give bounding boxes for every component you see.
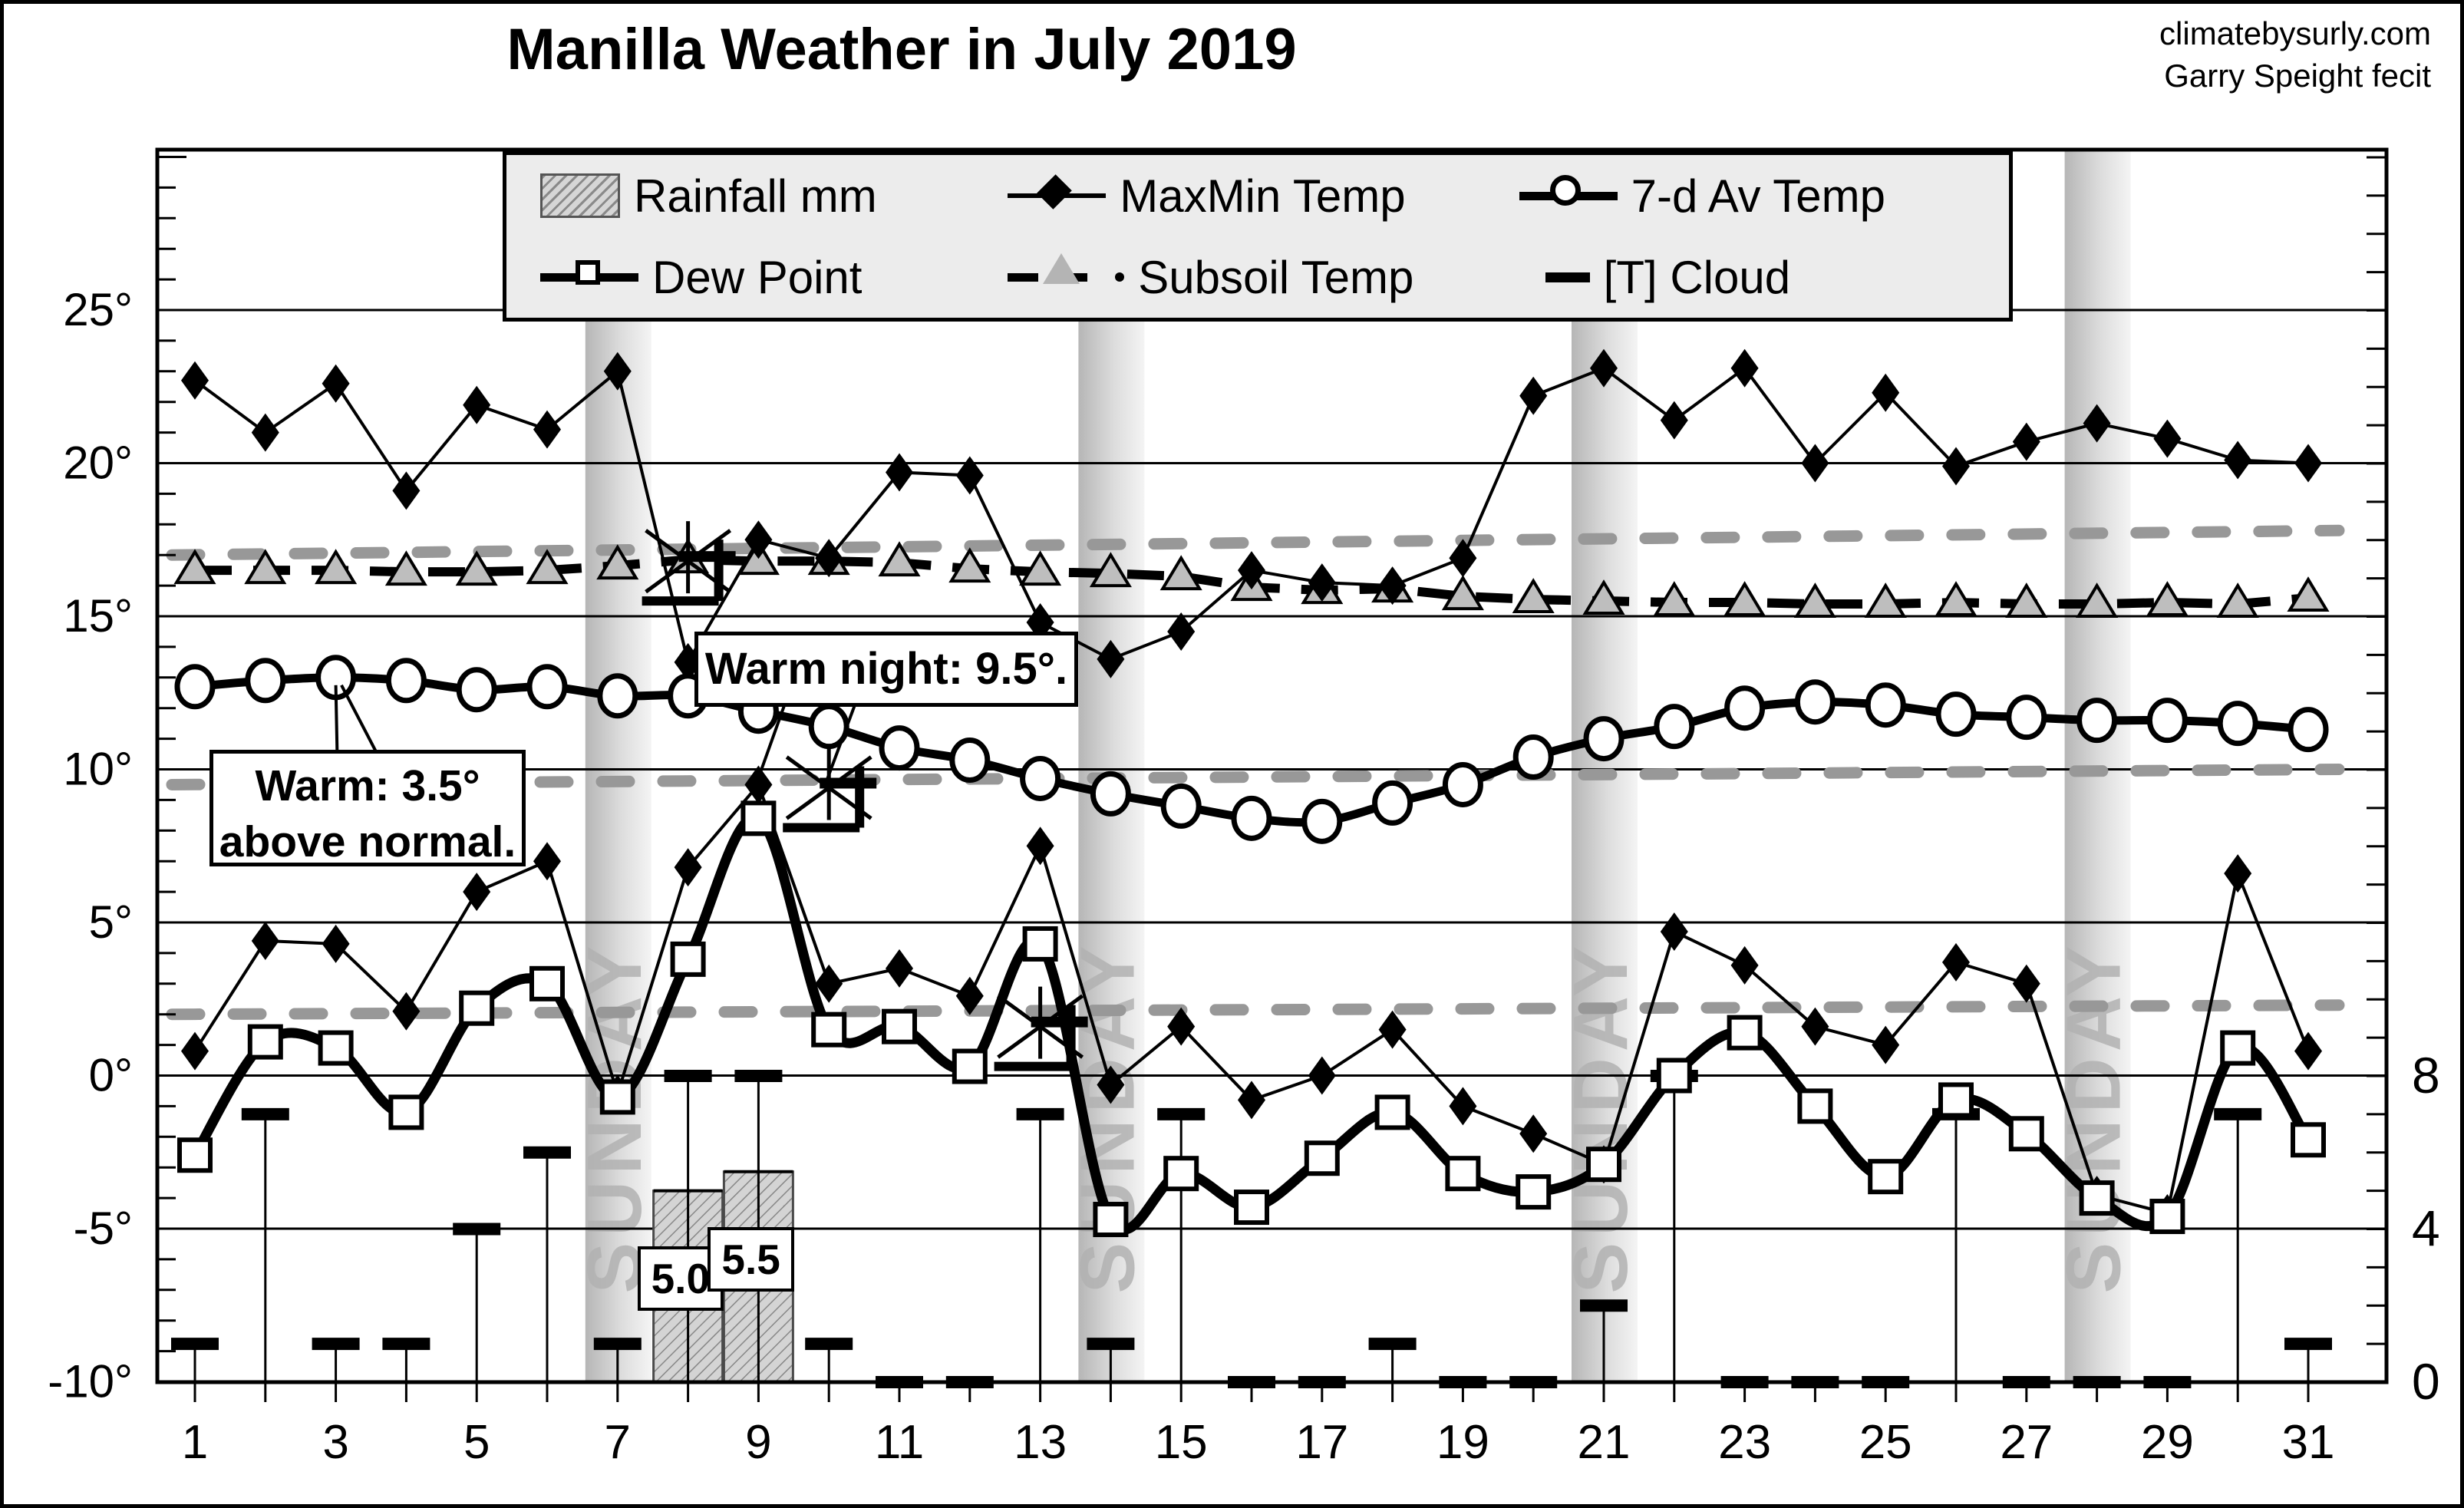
annotation-warm: Warm: 3.5° above normal. [209,750,526,866]
svg-text:-5°: -5° [74,1203,133,1254]
legend-item-cloud: [T] Cloud [1519,251,2001,304]
svg-text:-10°: -10° [48,1356,133,1407]
rain-value-label: 5.5 [708,1226,794,1292]
svg-text:3: 3 [322,1416,348,1469]
svg-text:19: 19 [1437,1416,1489,1469]
svg-text:23: 23 [1718,1416,1771,1469]
legend-item-subsoil: Subsoil Temp [1008,251,1519,304]
rainfall-swatch-icon [540,173,620,218]
dewpoint-marker-icon [540,259,638,285]
legend-item-dewpoint: Dew Point [540,251,1008,304]
attribution: climatebysurly.com Garry Speight fecit [2159,13,2431,97]
cloud-marker-icon [1545,272,1590,282]
svg-text:4: 4 [2412,1200,2440,1257]
svg-text:27: 27 [2000,1416,2053,1469]
svg-text:SUNDAY: SUNDAY [572,939,658,1293]
svg-text:0: 0 [2412,1353,2440,1410]
svg-text:8: 8 [2412,1047,2440,1104]
svg-text:31: 31 [2282,1416,2335,1469]
subsoil-dot-icon [1115,272,1125,282]
legend-item-rainfall: Rainfall mm [540,170,1008,223]
svg-text:25: 25 [1859,1416,1912,1469]
svg-text:5: 5 [463,1416,490,1469]
legend-label: Dew Point [652,251,863,303]
chart-legend: Rainfall mm MaxMin Temp 7-d Av Temp Dew … [503,151,2013,322]
subsoil-marker-icon [1008,252,1107,284]
legend-item-maxmin: MaxMin Temp [1008,170,1519,223]
maxmin-marker-icon [1008,174,1107,210]
chart-title: Manilla Weather in July 2019 [506,17,1297,82]
svg-text:7: 7 [605,1416,631,1469]
svg-text:13: 13 [1014,1416,1067,1469]
svg-text:SUNDAY: SUNDAY [1558,939,1644,1293]
legend-label: Subsoil Temp [1138,251,1414,303]
legend-item-avtemp: 7-d Av Temp [1519,170,2001,223]
svg-text:0°: 0° [89,1050,133,1101]
legend-label: 7-d Av Temp [1631,170,1885,222]
legend-label: MaxMin Temp [1120,170,1406,222]
svg-text:SUNDAY: SUNDAY [2051,939,2137,1293]
svg-text:11: 11 [875,1416,924,1469]
svg-text:9: 9 [745,1416,771,1469]
svg-text:SUNDAY: SUNDAY [1064,939,1150,1293]
svg-text:5°: 5° [89,896,133,948]
svg-text:17: 17 [1295,1416,1348,1469]
attribution-site: climatebysurly.com [2159,15,2431,51]
annotation-warm-night: Warm night: 9.5°. [694,632,1078,707]
svg-text:25°: 25° [63,284,133,335]
chart-canvas: SUNDAY SUNDAY SUNDAY SUNDAY 25° 20° 15° 10° 5° 0°… [48,147,2440,1469]
svg-text:21: 21 [1578,1416,1631,1469]
avtemp-marker-icon [1519,174,1618,206]
svg-text:20°: 20° [63,437,133,489]
attribution-author: Garry Speight fecit [2164,57,2431,94]
legend-label: [T] Cloud [1603,251,1791,303]
svg-text:29: 29 [2141,1416,2194,1469]
svg-text:15°: 15° [63,590,133,642]
svg-text:1: 1 [182,1416,208,1469]
svg-text:15: 15 [1155,1416,1208,1469]
legend-label: Rainfall mm [634,170,877,222]
svg-text:10°: 10° [63,744,133,795]
